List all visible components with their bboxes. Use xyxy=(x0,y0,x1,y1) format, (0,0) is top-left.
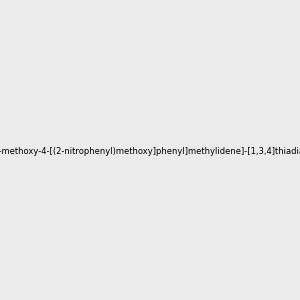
Text: (6Z)-2-butyl-5-imino-6-[[3-methoxy-4-[(2-nitrophenyl)methoxy]phenyl]methylidene]: (6Z)-2-butyl-5-imino-6-[[3-methoxy-4-[(2… xyxy=(0,147,300,156)
